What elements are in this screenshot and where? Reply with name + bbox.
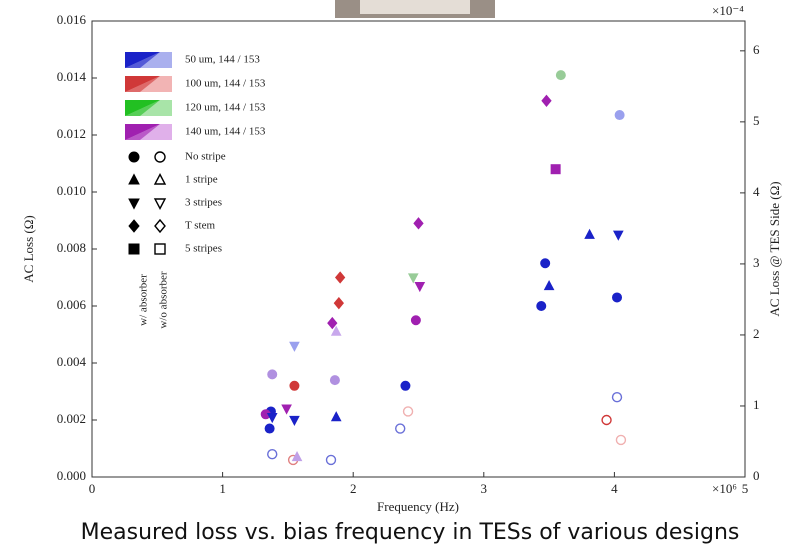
point	[601, 414, 612, 426]
open-label: w/o absorber	[158, 271, 170, 328]
point	[266, 413, 278, 424]
y2-tick-label: 3	[753, 255, 760, 270]
legend-label: 100 um, 144 / 153	[185, 78, 266, 90]
point	[325, 454, 337, 466]
x-tick-label: 4	[611, 481, 618, 496]
point	[289, 415, 300, 427]
point	[413, 217, 424, 230]
point	[330, 411, 342, 422]
y-tick-label: 0.000	[57, 468, 86, 483]
y2-tick-label: 6	[753, 42, 760, 57]
legend-swatch	[125, 52, 160, 68]
point	[536, 301, 547, 311]
x-tick-label: 5	[742, 481, 749, 496]
legend-marker	[128, 173, 140, 185]
point	[555, 70, 566, 81]
point	[395, 423, 406, 434]
y2-tick-label: 4	[753, 184, 760, 199]
point	[550, 164, 561, 175]
point	[615, 434, 627, 446]
legend-swatch	[125, 124, 160, 140]
legend-label: 50 um, 144 / 153	[185, 54, 260, 66]
legend-marker	[154, 151, 166, 163]
legend-label: 140 um, 144 / 153	[185, 126, 266, 138]
point	[333, 296, 344, 310]
point	[584, 228, 595, 239]
point	[543, 280, 555, 291]
x-axis-label: Frequency (Hz)	[377, 499, 459, 514]
legend-label: 120 um, 144 / 153	[185, 102, 266, 114]
y-tick-label: 0.002	[57, 411, 86, 426]
point	[612, 230, 624, 241]
y-tick-label: 0.010	[57, 183, 86, 198]
legend-marker	[128, 151, 140, 163]
point	[264, 423, 275, 434]
point	[611, 392, 623, 403]
legend-marker	[154, 243, 166, 255]
legend-marker	[153, 198, 167, 211]
filled-label: w/ absorber	[138, 274, 150, 326]
point	[414, 281, 426, 293]
x-tick-label: 0	[89, 481, 96, 496]
photo-fragment	[360, 0, 470, 14]
point	[400, 380, 411, 391]
point	[330, 325, 342, 336]
y2-axis-label: AC Loss @ TES Side (Ω)	[767, 181, 782, 316]
legend-marker	[153, 172, 167, 185]
x-tick-label: 1	[219, 481, 226, 496]
point	[541, 94, 552, 107]
y-tick-label: 0.016	[57, 12, 87, 27]
x-multiplier: ×10⁶	[712, 481, 737, 496]
legend-label: 3 stripes	[185, 197, 222, 209]
y-tick-label: 0.008	[57, 240, 86, 255]
point	[289, 380, 300, 391]
legend-label: 5 stripes	[185, 243, 222, 255]
point	[334, 271, 346, 284]
point	[329, 375, 340, 386]
x-tick-label: 2	[350, 481, 357, 496]
point	[267, 369, 278, 380]
point	[612, 292, 623, 303]
y2-tick-label: 2	[753, 326, 760, 341]
point	[267, 449, 278, 460]
y2-tick-label: 5	[753, 113, 760, 128]
y2-tick-label: 1	[753, 397, 760, 412]
legend-label: 1 stripe	[185, 174, 218, 186]
x-tick-label: 3	[481, 481, 488, 496]
legend-label: T stem	[185, 220, 215, 232]
y-tick-label: 0.014	[57, 69, 87, 84]
caption: Measured loss vs. bias frequency in TESs…	[81, 520, 740, 545]
y-tick-label: 0.006	[57, 297, 87, 312]
legend-label: No stripe	[185, 151, 226, 163]
point	[540, 258, 551, 269]
point	[407, 273, 419, 284]
y-tick-label: 0.004	[57, 354, 87, 369]
legend-swatch	[125, 76, 160, 92]
y-tick-label: 0.012	[57, 126, 86, 141]
point	[614, 110, 625, 121]
point	[281, 404, 292, 415]
legend-marker	[128, 219, 140, 233]
point	[289, 341, 300, 352]
legend-marker	[128, 198, 140, 210]
point	[410, 315, 421, 326]
y-axis-label: AC Loss (Ω)	[21, 215, 36, 282]
legend-marker	[128, 243, 140, 255]
point	[291, 451, 303, 462]
y2-tick-label: 0	[753, 468, 760, 483]
point	[402, 406, 414, 417]
legend-marker	[154, 218, 166, 234]
y2-multiplier: ×10⁻⁴	[712, 3, 744, 18]
legend-swatch	[125, 100, 160, 116]
point	[327, 316, 338, 330]
